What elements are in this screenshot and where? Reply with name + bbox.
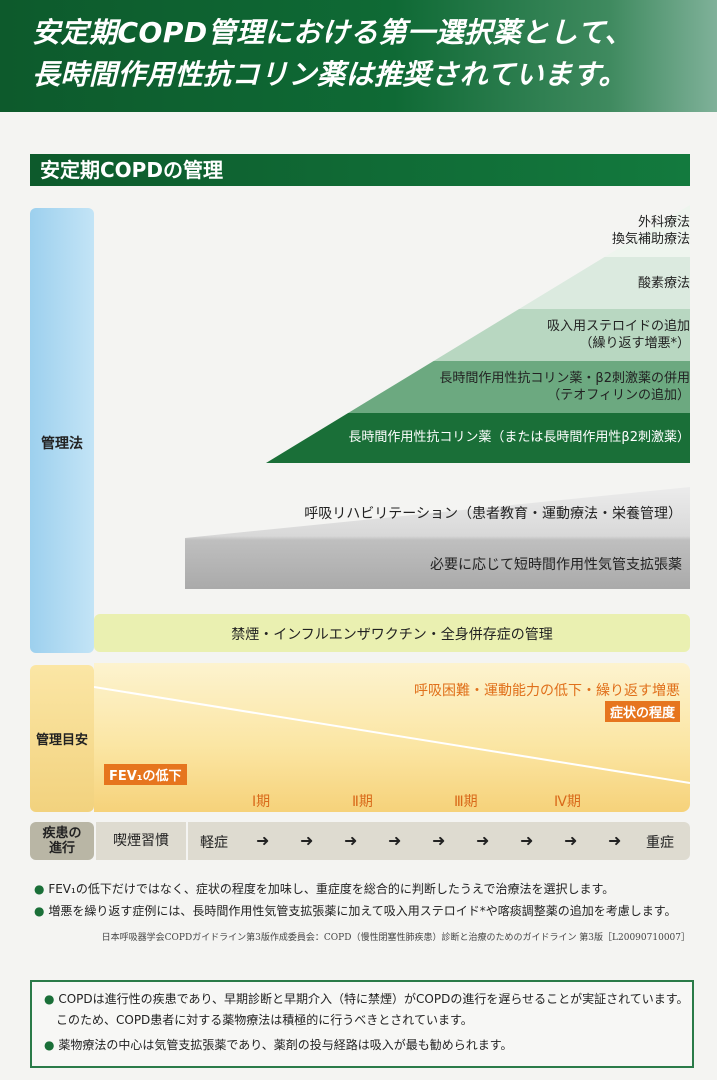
- header-banner: 安定期COPD管理における第一選択薬として、 長時間作用性抗コリン薬は推奨されて…: [0, 0, 717, 112]
- rehab-text: 呼吸リハビリテーション（患者教育・運動療法・栄養管理）: [304, 506, 682, 522]
- step-combination-line2: （テオフィリンの追加）: [547, 388, 690, 403]
- section-title-bar: 安定期COPDの管理: [30, 154, 690, 186]
- step-oxygen-text: 酸素療法: [638, 275, 690, 292]
- header-title: 安定期COPD管理における第一選択薬として、 長時間作用性抗コリン薬は推奨されて…: [32, 12, 633, 96]
- management-target-column: 管理目安: [30, 665, 94, 812]
- smoking-habit-cell: 喫煙習慣: [96, 822, 186, 860]
- bullet-icon: ●: [44, 992, 55, 1006]
- progression-label-line2: 進行: [48, 841, 75, 856]
- section-title: 安定期COPDの管理: [40, 158, 223, 182]
- stage-3: Ⅲ期: [454, 794, 478, 810]
- bullet-icon: ●: [34, 904, 45, 918]
- progression-arrow-icon: ➜: [344, 831, 358, 850]
- summary-line3-text: 薬物療法の中心は気管支拡張薬であり、薬剤の投与経路は吸入が最も勧められます。: [58, 1038, 513, 1052]
- management-method-label: 管理法: [41, 436, 83, 452]
- step-oxygen-line1: 酸素療法: [637, 276, 690, 291]
- progression-arrow-icon: ➜: [520, 831, 534, 850]
- step-combination-line1: 長時間作用性抗コリン薬・β2刺激薬の併用: [439, 371, 690, 386]
- progression-arrow-icon: ➜: [388, 831, 402, 850]
- note-1: ● FEV₁の低下だけではなく、症状の程度を加味し、重症度を総合的に判断したうえ…: [34, 880, 614, 897]
- management-method-column: 管理法: [30, 208, 94, 653]
- progression-arrow-icon: ➜: [476, 831, 490, 850]
- step-steroid-line1: 吸入用ステロイドの追加: [546, 319, 690, 334]
- header-title-line1: 安定期COPD管理における第一選択薬として、: [32, 16, 633, 49]
- summary-line3: ● 薬物療法の中心は気管支拡張薬であり、薬剤の投与経路は吸入が最も勧められます。: [44, 1036, 513, 1054]
- step-steroid-line2: （繰り返す増悪*）: [579, 336, 690, 351]
- step-surgery-line1: 外科療法: [637, 215, 690, 230]
- symptom-degree-badge: 症状の程度: [604, 701, 680, 722]
- step-surgery-text: 外科療法 換気補助療法: [612, 214, 690, 248]
- progression-arrow-icon: ➜: [432, 831, 446, 850]
- step-band-oxygen: [266, 257, 690, 309]
- step-lama-text: 長時間作用性抗コリン薬（または長時間作用性β2刺激薬）: [348, 429, 690, 446]
- management-target-panel: 呼吸困難・運動能力の低下・繰り返す増悪 症状の程度 FEV₁の低下 Ⅰ期 Ⅱ期 …: [94, 663, 690, 812]
- management-target-label: 管理目安: [35, 733, 88, 748]
- progression-arrow-icon: ➜: [256, 831, 270, 850]
- symptoms-text: 呼吸困難・運動能力の低下・繰り返す増悪: [414, 683, 680, 699]
- step-band-lama: [266, 413, 690, 463]
- note-2-text: 増悪を繰り返す症例には、長時間作用性気管支拡張薬に加えて吸入用ステロイド*や喀痰…: [48, 904, 677, 918]
- note-1-text: FEV₁の低下だけではなく、症状の程度を加味し、重症度を総合的に判断したうえで治…: [48, 882, 615, 896]
- severity-track: 軽症 ➜ ➜ ➜ ➜ ➜ ➜ ➜ ➜ ➜ 重症: [188, 822, 690, 860]
- bullet-icon: ●: [44, 1038, 55, 1052]
- summary-line2: このため、COPD患者に対する薬物療法は積極的に行うべきとされています。: [56, 1013, 473, 1027]
- step-steroid-text: 吸入用ステロイドの追加 （繰り返す増悪*）: [547, 318, 690, 352]
- baseline-management-text: 禁煙・インフルエンザワクチン・全身併存症の管理: [231, 627, 553, 643]
- progression-arrow-icon: ➜: [300, 831, 314, 850]
- severe-label: 重症: [646, 835, 674, 851]
- source-citation: 日本呼吸器学会COPDガイドライン第3版作成委員会：COPD（慢性閉塞性肺疾患）…: [101, 933, 690, 943]
- summary-line1-text: COPDは進行性の疾患であり、早期診断と早期介入（特に禁煙）がCOPDの進行を遅…: [58, 992, 689, 1006]
- bullet-icon: ●: [34, 882, 45, 896]
- progression-arrow-icon: ➜: [608, 831, 622, 850]
- step-combination-text: 長時間作用性抗コリン薬・β2刺激薬の併用 （テオフィリンの追加）: [439, 370, 690, 404]
- note-2: ● 増悪を繰り返す症例には、長時間作用性気管支拡張薬に加えて吸入用ステロイド*や…: [34, 902, 677, 919]
- header-title-line2: 長時間作用性抗コリン薬は推奨されています。: [32, 58, 627, 91]
- summary-box: ● COPDは進行性の疾患であり、早期診断と早期介入（特に禁煙）がCOPDの進行…: [30, 980, 694, 1068]
- progression-label-line1: 疾患の: [42, 826, 82, 841]
- stage-4: Ⅳ期: [554, 794, 581, 810]
- fev-decline-badge: FEV₁の低下: [104, 764, 187, 785]
- mild-label: 軽症: [200, 835, 228, 851]
- stage-1: Ⅰ期: [252, 794, 271, 810]
- short-acting-text: 必要に応じて短時間作用性気管支拡張薬: [430, 557, 682, 573]
- stage-2: Ⅱ期: [352, 794, 373, 810]
- disease-progression-row: 疾患の 進行 喫煙習慣 軽症 ➜ ➜ ➜ ➜ ➜ ➜ ➜ ➜ ➜ 重症: [30, 822, 690, 860]
- baseline-management-bar: 禁煙・インフルエンザワクチン・全身併存症の管理: [94, 614, 690, 652]
- step-lama-line1: 長時間作用性抗コリン薬（または長時間作用性β2刺激薬）: [348, 430, 690, 445]
- disease-progression-label: 疾患の 進行: [30, 822, 94, 860]
- step-surgery-line2: 換気補助療法: [611, 232, 690, 247]
- summary-line1: ● COPDは進行性の疾患であり、早期診断と早期介入（特に禁煙）がCOPDの進行…: [44, 990, 689, 1008]
- decline-line: [94, 686, 690, 784]
- progression-arrow-icon: ➜: [564, 831, 578, 850]
